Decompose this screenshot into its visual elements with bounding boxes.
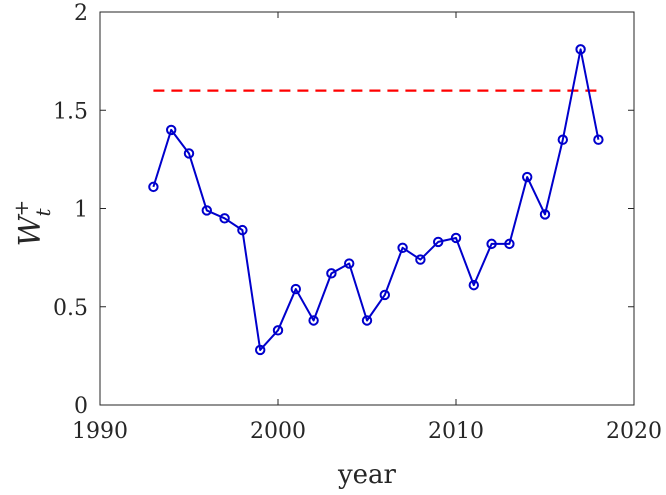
data-point (593, 134, 604, 145)
data-point (433, 236, 444, 248)
data-point (379, 289, 390, 301)
x-tick-label: 2000 (250, 419, 306, 444)
data-point (522, 171, 533, 183)
x-tick-label: 1990 (72, 419, 128, 444)
data-point (557, 134, 568, 145)
y-axis-label: W + t (9, 200, 55, 247)
y-axis-label-subscript: t (31, 208, 55, 217)
data-point (183, 148, 195, 159)
y-tick-label: 1 (74, 198, 88, 223)
data-point (415, 254, 426, 265)
y-tick-label: 0 (74, 394, 88, 419)
series-layer (148, 44, 604, 356)
y-tick-label: 1.5 (53, 99, 88, 124)
data-point (397, 242, 408, 254)
data-point (272, 325, 284, 336)
data-point (148, 181, 159, 193)
data-point (504, 238, 515, 250)
data-point (361, 315, 373, 326)
x-axis-label: year (337, 460, 397, 490)
data-point (237, 224, 248, 236)
data-point (344, 258, 355, 269)
data-point (255, 344, 266, 356)
y-tick-labels: 0 0.5 1 1.5 2 (53, 1, 88, 419)
data-point (308, 315, 319, 326)
y-axis-label-main: W (13, 214, 48, 247)
data-point (539, 209, 551, 220)
data-point (290, 283, 301, 295)
axes-box (99, 11, 635, 406)
x-tick-label: 2010 (428, 419, 484, 444)
x-tick-label: 2020 (606, 419, 662, 444)
x-tick-labels: 1990 2000 2010 2020 (72, 419, 662, 444)
series-line (152, 48, 600, 351)
data-point (219, 213, 230, 224)
data-point (326, 268, 337, 279)
data-point (468, 279, 479, 291)
data-point (450, 232, 462, 244)
data-point (201, 205, 213, 216)
data-point (575, 44, 586, 55)
data-point (166, 124, 177, 136)
y-tick-label: 0.5 (53, 296, 88, 321)
y-axis-label-superscript: + (9, 200, 33, 217)
axes-frame (99, 11, 635, 406)
data-point (486, 238, 497, 250)
y-tick-label: 2 (74, 1, 88, 26)
